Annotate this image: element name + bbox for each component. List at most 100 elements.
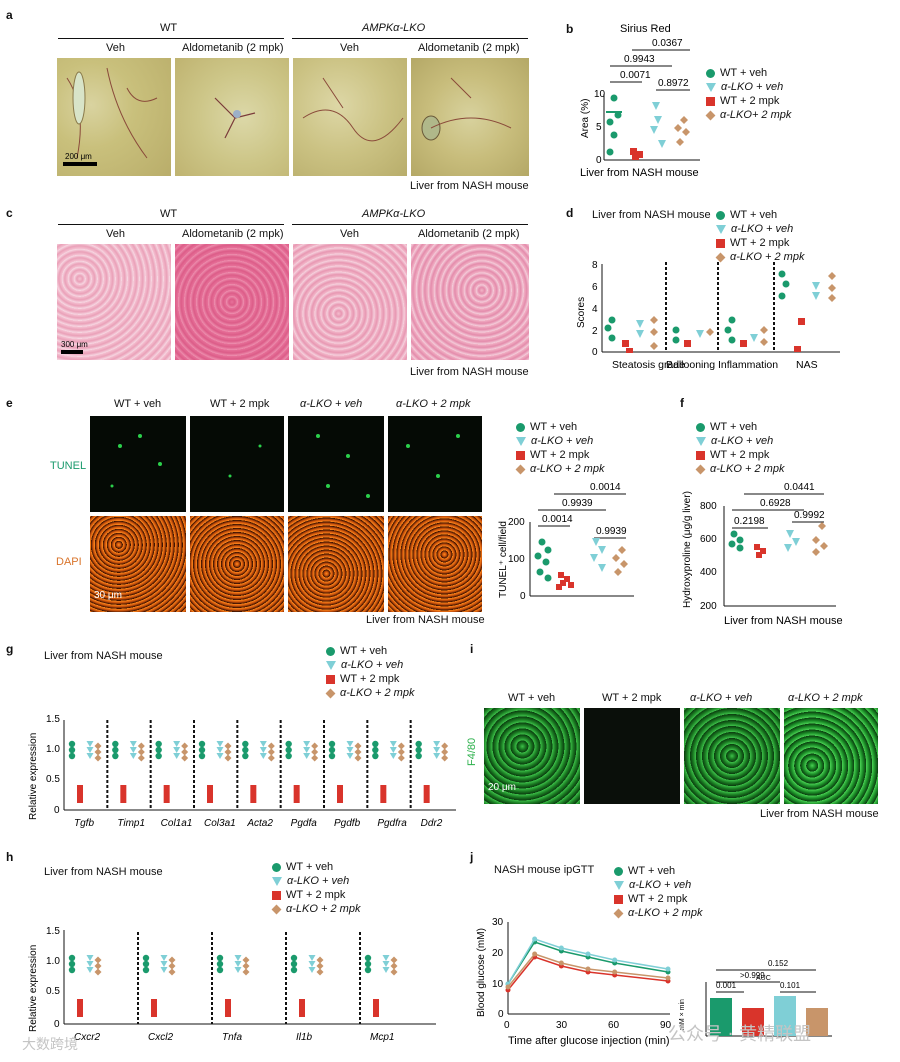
point-Pgdfb: [346, 747, 354, 753]
chart-d-cat-0: Steatosis grade: [612, 359, 685, 371]
point-Acta2: [259, 753, 267, 759]
panel-a-wt-bar: [58, 38, 284, 39]
legend-f: WT + veh α-LKO + veh WT + 2 mpk α-LKO + …: [695, 420, 784, 476]
ipgtt-line-2: [507, 956, 669, 991]
chart-g-ylabel: Relative expression: [28, 733, 39, 820]
svg-text:90: 90: [660, 1020, 672, 1031]
point-Tnfa: [234, 955, 242, 961]
point-Cxcl2: [160, 961, 168, 967]
point-Tnfa: [225, 1011, 231, 1017]
point-Col3a1: [198, 752, 206, 760]
legend-triangle-icon: [696, 436, 706, 446]
panel-e-scale: 30 μm: [94, 590, 122, 601]
auc-chart: 0.152 >0.999 0.001 0.101 mM × min AUC: [679, 959, 832, 1037]
gene-label-Il1b: Il1b: [296, 1032, 313, 1043]
panel-a-veh1: Veh: [106, 42, 125, 54]
point-Ddr2: [423, 785, 430, 791]
panel-i-col-2: α-LKO + veh: [690, 692, 753, 704]
legend-diamond-icon: [695, 464, 706, 474]
chart-f-xlabel: Liver from NASH mouse: [724, 615, 843, 627]
chart-b-lko-drug-points: [674, 116, 690, 146]
point-Col1a1: [181, 748, 189, 756]
panel-b-label: b: [566, 22, 574, 36]
point-Pgdfra: [397, 742, 405, 750]
point-Cxcr2: [68, 954, 76, 962]
point-Col1a1: [173, 753, 181, 759]
svg-text:4: 4: [592, 304, 598, 315]
dapi-image-wt-drug: [190, 516, 284, 612]
f480-image-lko-drug: [784, 708, 878, 804]
panel-e-label: e: [6, 396, 13, 410]
svg-text:10: 10: [492, 979, 504, 990]
gene-label-Pgdfra: Pgdfra: [377, 818, 407, 829]
point-Acta2: [267, 754, 275, 762]
legend-circle-icon: [516, 422, 525, 432]
point-Pgdfb: [337, 797, 343, 803]
chart-b-title: Sirius Red: [620, 23, 671, 35]
sirius-red-image-wt-drug: [175, 58, 289, 176]
gene-label-Acta2: Acta2: [246, 818, 273, 829]
point-Timp1: [129, 753, 137, 759]
point-Cxcr2: [94, 956, 102, 964]
point-Cxcl2: [142, 954, 150, 962]
svg-text:100: 100: [508, 554, 525, 565]
point-Mcp1: [382, 961, 390, 967]
point-Cxcl2: [168, 956, 176, 964]
point-Mcp1: [373, 1011, 379, 1017]
f480-image-wt-drug: [584, 708, 680, 804]
point-Il1b: [316, 956, 324, 964]
point-Timp1: [120, 797, 127, 803]
point-Pgdfb: [337, 791, 343, 797]
panel-c-veh2: Veh: [340, 228, 359, 240]
point-Ddr2: [423, 791, 430, 797]
svg-text:0: 0: [498, 1009, 504, 1020]
point-Cxcr2: [94, 968, 102, 976]
legend-square-icon: [272, 890, 281, 900]
chart-d-title: Liver from NASH mouse: [592, 209, 711, 221]
point-Acta2: [250, 797, 257, 803]
he-image-lko-drug: [411, 244, 529, 360]
point-Tgfb: [86, 741, 94, 747]
point-Col1a1: [155, 740, 162, 748]
hydroxyproline-chart: 0.0441 0.6928 0.2198 0.9992 800 600 400 200…: [682, 482, 843, 627]
point-Pgdfa: [303, 747, 311, 753]
point-Timp1: [137, 754, 145, 762]
panel-c-lko-bar: [292, 224, 528, 225]
ipgtt-point-3-4: [612, 969, 618, 975]
svg-text:400: 400: [700, 567, 717, 578]
legend-circle-icon: [706, 68, 715, 78]
panel-e-col-0: WT + veh: [114, 398, 162, 410]
legend-square-icon: [706, 96, 715, 106]
chart-d-ylabel: Scores: [576, 297, 587, 328]
svg-text:0: 0: [54, 805, 60, 816]
panel-c-drug1: Aldometanib (2 mpk): [182, 228, 284, 240]
point-Pgdfra: [380, 785, 387, 791]
ipgtt-line-3: [507, 953, 669, 988]
ipgtt-point-3-0: [505, 984, 511, 990]
panel-e-row-dapi: DAPI: [56, 556, 82, 568]
panel-c-scale: 300 μm: [61, 340, 88, 349]
chart-b-ylabel: Area (%): [580, 99, 591, 138]
svg-text:0: 0: [592, 347, 598, 358]
point-Col1a1: [181, 742, 189, 750]
gene-label-Cxcr2: Cxcr2: [74, 1032, 101, 1043]
svg-text:1.5: 1.5: [46, 926, 60, 937]
point-Pgdfra: [380, 797, 387, 803]
point-Col3a1: [216, 753, 224, 759]
svg-text:600: 600: [700, 534, 717, 545]
legend-diamond-icon: [515, 464, 526, 474]
point-Pgdfb: [328, 740, 336, 748]
legend-triangle-icon: [614, 880, 624, 890]
point-Col3a1: [224, 748, 232, 756]
point-Ddr2: [441, 754, 449, 762]
f480-image-lko-veh: [684, 708, 780, 804]
panel-e-caption: Liver from NASH mouse: [366, 614, 485, 626]
ipgtt-point-3-2: [558, 960, 564, 966]
watermark-text: 公众号 · 黄精联盟: [668, 1024, 812, 1045]
panel-a-drug2: Aldometanib (2 mpk): [418, 42, 520, 54]
panel-h-label: h: [6, 850, 14, 864]
tunel-image-lko-drug: [388, 416, 482, 512]
panel-a-caption: Liver from NASH mouse: [410, 180, 529, 192]
panel-a-scale: 200 μm: [65, 152, 92, 161]
panel-j-label: j: [470, 850, 474, 864]
